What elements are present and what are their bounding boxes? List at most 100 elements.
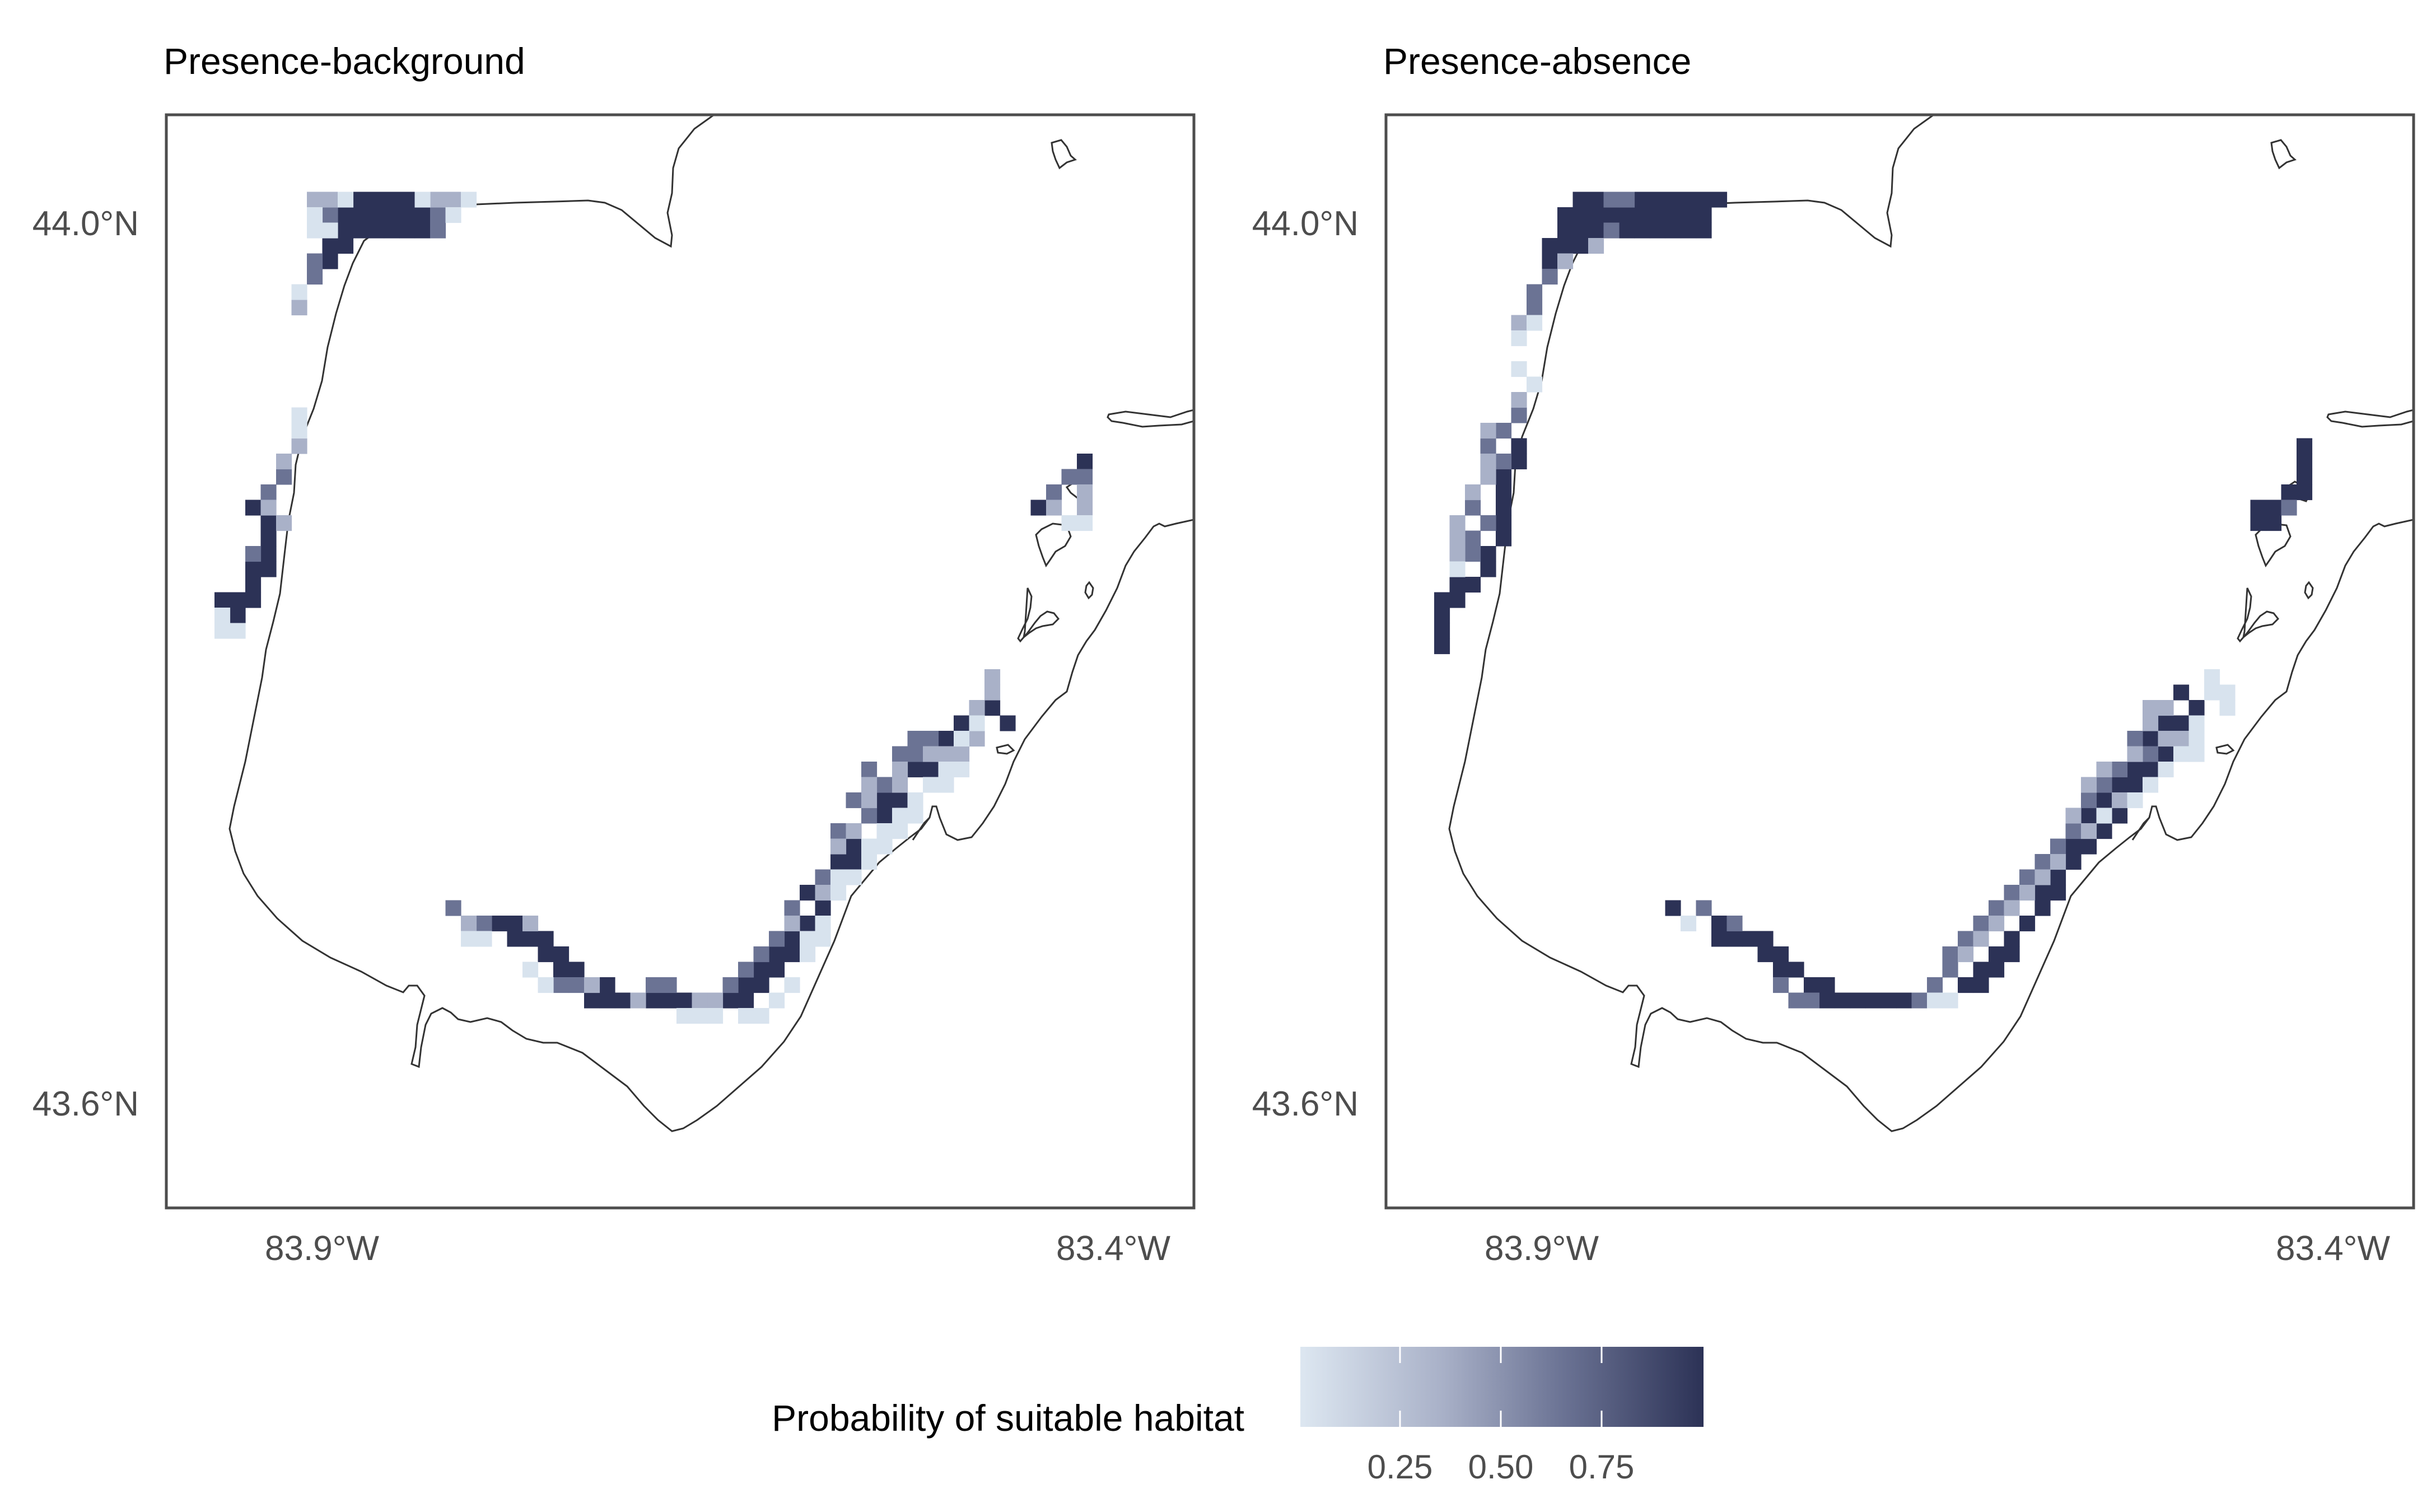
island-south-b: [2304, 581, 2314, 600]
habitat-cell-pale: [861, 854, 878, 870]
habitat-cell-mid: [661, 977, 677, 993]
habitat-cell-pale: [938, 777, 954, 793]
panel-presence-absence: Presence-absence 44.0°N 43.6°N 83.9°W 83…: [1252, 40, 2415, 1268]
habitat-cell-high: [738, 992, 754, 1009]
habitat-cell-low: [692, 992, 708, 1009]
habitat-cell-high: [492, 916, 508, 932]
habitat-cell-high: [353, 192, 369, 208]
habitat-cell-high: [2065, 838, 2082, 855]
habitat-cell-high: [1449, 592, 1466, 608]
habitat-cell-mid: [1465, 530, 1481, 547]
habitat-cell-low: [815, 885, 831, 901]
island-shoal-a: [2326, 409, 2414, 428]
habitat-cell-mid: [276, 469, 292, 485]
habitat-cell-high: [2050, 869, 2066, 885]
habitat-cell-low: [2173, 731, 2190, 747]
coastline: [228, 115, 1194, 1132]
habitat-cell-high: [260, 546, 277, 562]
habitat-cell-mid: [322, 207, 338, 223]
island-south-c: [2215, 744, 2235, 755]
habitat-cell-high: [738, 977, 754, 993]
habitat-cell-high: [2050, 885, 2066, 901]
habitat-cell-pale: [753, 1008, 769, 1024]
habitat-cell-low: [984, 684, 1001, 701]
habitat-cell-high: [2004, 931, 2020, 947]
habitat-cell-low: [830, 838, 847, 855]
habitat-cell-pale: [676, 1008, 693, 1024]
habitat-cell-high: [1030, 500, 1047, 516]
habitat-cell-mid: [1061, 469, 1077, 485]
habitat-cell-low: [445, 192, 461, 208]
habitat-cell-high: [1542, 253, 1558, 269]
island-south-c: [996, 744, 1015, 755]
habitat-cell-high: [260, 515, 277, 531]
habitat-cell-high: [2034, 900, 2051, 916]
habitat-cell-pale: [522, 962, 539, 978]
habitat-cell-mid: [646, 977, 662, 993]
habitat-cell-high: [1619, 222, 1635, 239]
habitat-cell-mid: [907, 746, 923, 762]
habitat-cell-high: [1726, 931, 1743, 947]
habitat-cell-high: [2143, 731, 2159, 747]
habitat-cell-mid: [1496, 454, 1512, 470]
habitat-cell-mid: [445, 900, 461, 916]
habitat-cell-high: [584, 992, 600, 1009]
habitat-cell-mid: [769, 931, 785, 947]
habitat-cell-mid: [923, 731, 939, 747]
habitat-cell-mid: [2112, 762, 2128, 778]
habitat-cell-mid: [2004, 885, 2020, 901]
habitat-cell-low: [969, 731, 985, 747]
habitat-cell-mid: [1603, 192, 1620, 208]
habitat-cell-low: [1449, 530, 1466, 547]
habitat-cell-high: [322, 238, 338, 254]
lon-label-83-9: 83.9°W: [1485, 1229, 1599, 1268]
habitat-cell-low: [322, 192, 338, 208]
habitat-cell-high: [769, 962, 785, 978]
habitat-cell-high: [2143, 762, 2159, 778]
habitat-cell-high: [1619, 207, 1635, 223]
habitat-cell-high: [1542, 238, 1558, 254]
legend-title: Probability of suitable habitat: [772, 1397, 1244, 1439]
habitat-cell-pale: [738, 1008, 754, 1024]
habitat-cell-low: [260, 500, 277, 516]
habitat-cell-mid: [1480, 438, 1496, 454]
habitat-cell-high: [1742, 931, 1758, 947]
habitat-cell-mid: [1542, 269, 1558, 285]
habitat-cell-high: [1572, 207, 1589, 223]
habitat-cell-pale: [291, 423, 307, 439]
habitat-cell-high: [1788, 962, 1804, 978]
habitat-cell-low: [2065, 808, 2082, 824]
panel-presence-background: Presence-background 44.0°N 43.6°N 83.9°W…: [32, 40, 1196, 1268]
legend-colorbar: [1300, 1347, 1704, 1427]
habitat-cell-mid: [430, 207, 446, 223]
habitat-cell-pale: [461, 192, 477, 208]
habitat-cell-low: [1077, 500, 1093, 516]
habitat-cell-low: [1480, 469, 1496, 485]
coastline-spit: [2131, 816, 2150, 841]
habitat-cell-mid: [2065, 823, 2082, 839]
habitat-cell-mid: [307, 269, 323, 285]
habitat-cell-high: [2127, 762, 2143, 778]
habitat-cell-pale: [2158, 762, 2174, 778]
habitat-cell-low: [984, 669, 1001, 685]
habitat-cell-high: [1449, 577, 1466, 593]
habitat-cell-mid: [1989, 900, 2005, 916]
habitat-cell-high: [1572, 222, 1589, 239]
habitat-cell-high: [615, 992, 631, 1009]
habitat-cell-mid: [2019, 869, 2036, 885]
habitat-cell-pale: [338, 192, 354, 208]
habitat-cell-low: [2019, 885, 2036, 901]
habitat-cell-low: [2081, 823, 2097, 839]
habitat-cell-pale: [707, 1008, 724, 1024]
habitat-cell-low: [892, 762, 908, 778]
habitat-cell-high: [2266, 500, 2282, 516]
habitat-cell-high: [676, 992, 693, 1009]
habitat-cell-high: [2034, 885, 2051, 901]
habitat-cell-pale: [907, 808, 923, 824]
habitat-cell-high: [1973, 962, 1989, 978]
habitat-cell-pale: [969, 715, 985, 731]
habitat-cell-high: [1480, 546, 1496, 562]
map-frame: [165, 113, 1196, 1210]
habitat-cell-pale: [461, 931, 477, 947]
